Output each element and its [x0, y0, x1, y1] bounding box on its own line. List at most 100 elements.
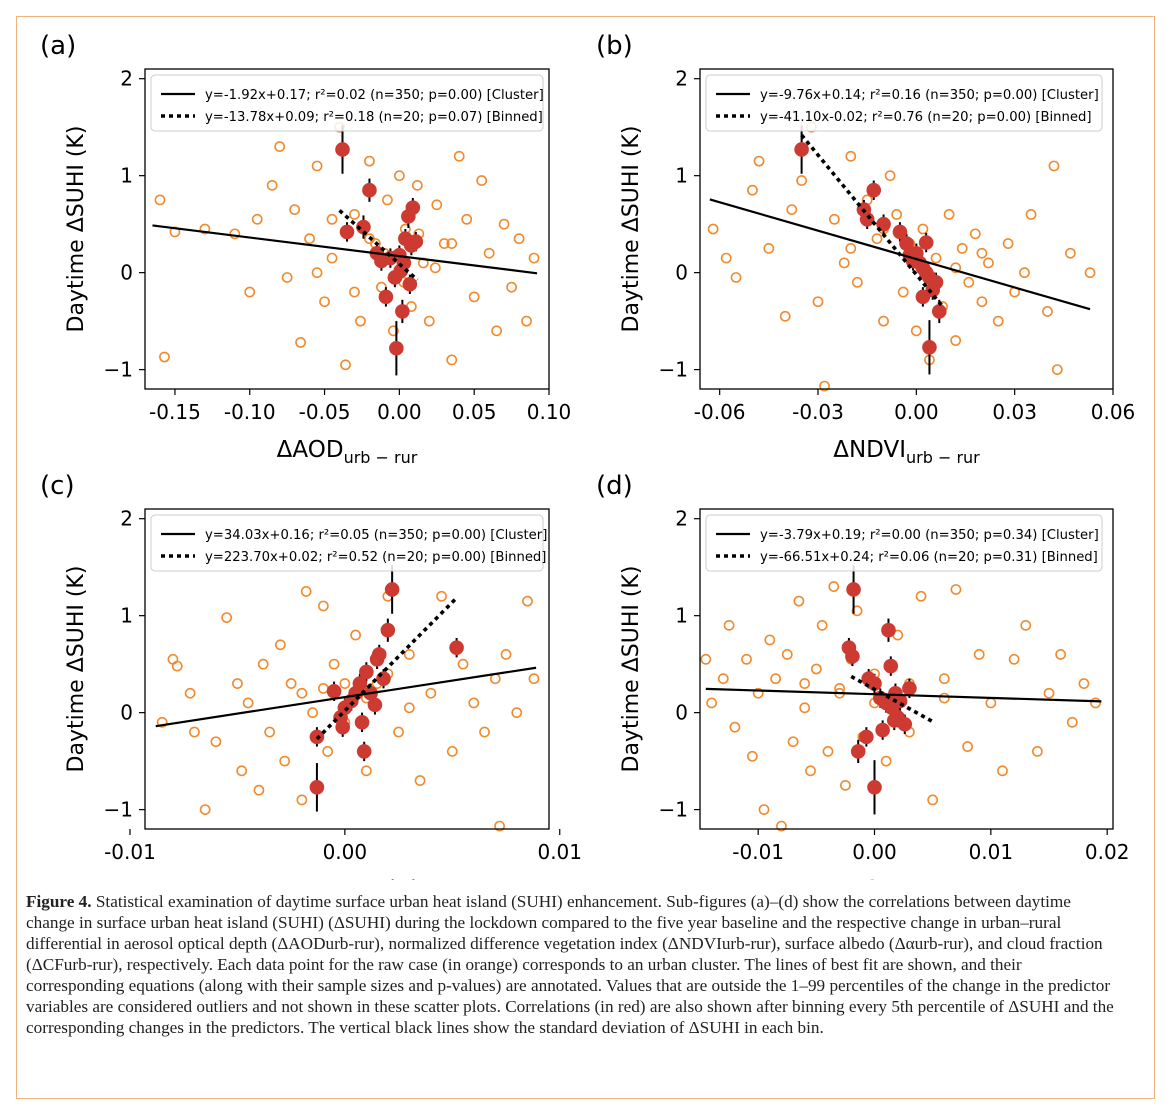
raw-point	[973, 649, 985, 660]
binned-point	[859, 212, 875, 227]
raw-point	[805, 765, 816, 777]
fit-line-cluster	[155, 666, 537, 728]
x-tick-label: 0.00	[323, 840, 368, 864]
y-tick-label: 2	[675, 67, 688, 91]
raw-point	[1051, 364, 1063, 376]
raw-point	[1048, 160, 1060, 172]
raw-point	[457, 658, 469, 670]
y-tick-label: 0	[675, 261, 688, 285]
raw-point	[720, 252, 732, 264]
x-tick-label: -0.10	[224, 400, 276, 424]
legend-label: y=-3.79x+0.19; r²=0.00 (n=350; p=0.34) […	[760, 528, 1099, 543]
raw-point	[950, 262, 962, 274]
y-tick-label: 1	[675, 604, 688, 628]
raw-point	[295, 337, 307, 348]
raw-point	[796, 175, 808, 186]
raw-point	[167, 653, 179, 665]
raw-point	[431, 199, 443, 211]
raw-point	[253, 784, 265, 796]
raw-point	[381, 194, 393, 206]
raw-point	[943, 209, 955, 220]
x-tick-label: 0.10	[527, 400, 572, 424]
raw-point	[339, 678, 351, 689]
x-axis-label: ΔCFurb − rur	[847, 877, 966, 880]
raw-point	[976, 247, 988, 259]
raw-point	[403, 649, 415, 660]
binned-point	[794, 142, 809, 157]
raw-point	[997, 765, 1008, 777]
raw-point	[279, 755, 291, 767]
fit-line-binned	[315, 596, 458, 741]
raw-point	[822, 746, 834, 757]
raw-point	[1078, 678, 1090, 689]
x-tick-label: 0.03	[992, 400, 1037, 424]
caption-text: Statistical examination of daytime surfa…	[26, 892, 1114, 1037]
legend-box	[705, 74, 1103, 132]
binned-point	[892, 224, 908, 240]
y-tick-label: −1	[659, 798, 688, 822]
binned-point	[395, 304, 410, 319]
binned-point	[339, 224, 355, 240]
raw-point	[992, 315, 1004, 327]
raw-point	[296, 687, 308, 699]
raw-point	[1084, 267, 1096, 279]
raw-point	[154, 194, 166, 206]
raw-point	[300, 586, 312, 597]
raw-point	[468, 697, 480, 709]
raw-point	[963, 276, 975, 288]
legend: y=-1.92x+0.17; r²=0.02 (n=350; p=0.00) […	[150, 74, 544, 132]
raw-point	[1064, 247, 1076, 259]
raw-point	[429, 262, 441, 274]
raw-point	[985, 697, 997, 709]
raw-point	[257, 658, 269, 670]
raw-point	[729, 721, 741, 733]
raw-point	[236, 765, 248, 777]
y-axis-label: Daytime ΔSUHI (K)	[64, 126, 89, 333]
raw-point	[311, 160, 323, 172]
binned-point	[402, 276, 418, 292]
raw-point	[950, 335, 962, 346]
panel-label: (b)	[596, 31, 633, 61]
x-tick-label: 0.06	[1091, 400, 1136, 424]
raw-point	[350, 629, 361, 641]
binned-point	[918, 235, 934, 250]
binned-point	[876, 216, 891, 232]
x-tick-label: 0.05	[452, 400, 497, 424]
raw-point	[328, 658, 340, 670]
binned-point	[902, 681, 917, 696]
binned-point	[845, 649, 860, 664]
binned-point	[367, 697, 383, 713]
binned-point	[850, 744, 866, 759]
x-tick-label: 0.01	[969, 840, 1014, 864]
axes-frame	[699, 508, 1114, 830]
raw-point	[229, 228, 241, 240]
raw-point	[483, 247, 495, 259]
legend-label: y=-9.76x+0.14; r²=0.16 (n=350; p=0.00) […	[760, 88, 1099, 103]
raw-point	[915, 590, 927, 602]
raw-point	[793, 595, 805, 607]
raw-point	[969, 228, 981, 240]
raw-point	[453, 150, 465, 162]
y-tick-label: −1	[104, 358, 133, 382]
raw-point	[828, 581, 840, 592]
binned-point	[335, 719, 351, 735]
x-axis-label: ΔAODurb − rur	[277, 437, 418, 467]
raw-point	[506, 281, 517, 293]
raw-point	[494, 820, 505, 832]
raw-point	[360, 765, 372, 777]
panel-label: (d)	[596, 471, 633, 501]
raw-point	[274, 141, 286, 152]
legend-label: y=-13.78x+0.09; r²=0.18 (n=20; p=0.07) […	[205, 110, 543, 125]
legend-label: y=-66.51x+0.24; r²=0.06 (n=20; p=0.31) […	[760, 550, 1098, 565]
raw-point	[956, 242, 968, 254]
raw-point	[1020, 619, 1032, 631]
legend-label: y=-1.92x+0.17; r²=0.02 (n=350; p=0.00) […	[205, 88, 544, 103]
raw-point	[1090, 697, 1101, 709]
raw-point	[423, 315, 435, 327]
raw-point	[156, 716, 168, 728]
raw-point	[468, 291, 480, 303]
raw-point	[159, 351, 170, 363]
raw-point	[317, 682, 329, 694]
raw-point	[511, 707, 523, 719]
x-tick-label: 0.01	[537, 840, 582, 864]
